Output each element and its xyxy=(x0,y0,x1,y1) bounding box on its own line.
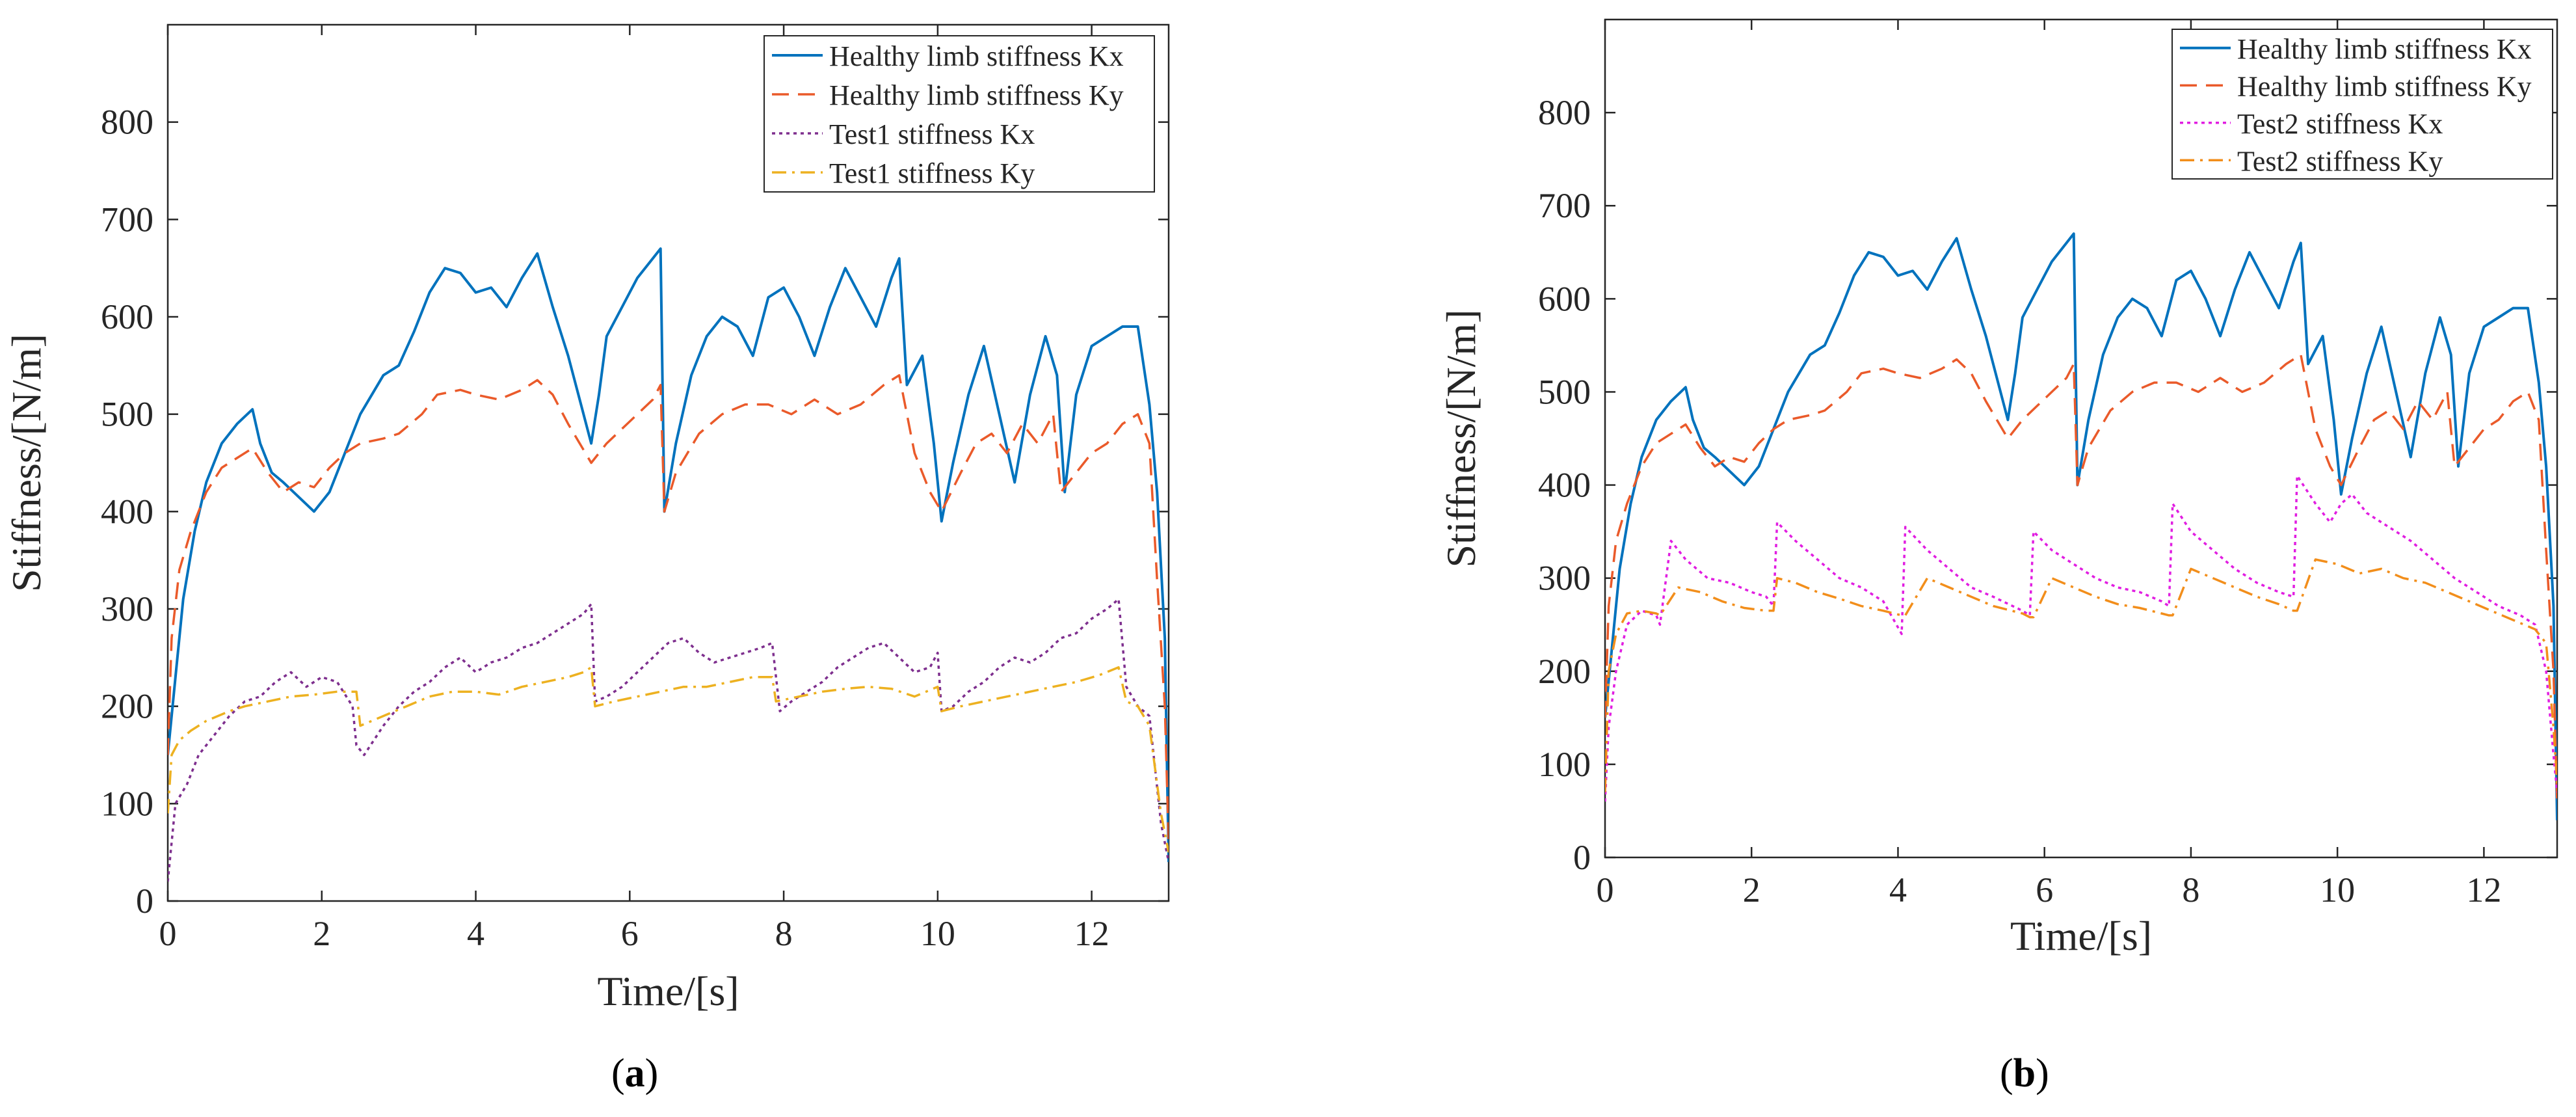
y-tick-label: 300 xyxy=(101,589,153,628)
series-line-1 xyxy=(1605,232,2557,820)
x-tick-label: 6 xyxy=(2036,870,2053,909)
y-tick-label: 700 xyxy=(101,200,153,239)
legend-label: Test2 stiffness Kx xyxy=(2237,108,2443,140)
y-axis-label: Stiffness/[N/m] xyxy=(3,334,49,592)
x-axis-label: Time/[s] xyxy=(597,968,739,1014)
legend-box xyxy=(764,35,1155,193)
caption-a: (a) xyxy=(611,1051,659,1096)
x-tick-label: 10 xyxy=(920,914,955,953)
legend-label: Test2 stiffness Ky xyxy=(2237,145,2443,177)
y-tick-label: 200 xyxy=(1538,652,1591,691)
legend-label: Healthy limb stiffness Kx xyxy=(2237,33,2532,65)
legend-label: Healthy limb stiffness Kx xyxy=(829,40,1124,72)
y-tick-label: 100 xyxy=(101,784,153,823)
y-axis-label: Stiffness/[N/m] xyxy=(1438,309,1484,567)
y-tick-label: 700 xyxy=(1538,186,1591,225)
x-tick-label: 6 xyxy=(621,914,639,953)
caption-b: (b) xyxy=(2000,1051,2049,1096)
series-line-3 xyxy=(1605,474,2557,802)
y-tick-label: 500 xyxy=(1538,372,1591,411)
y-tick-label: 800 xyxy=(1538,93,1591,132)
caption-a-letter: a xyxy=(624,1051,645,1096)
x-tick-label: 0 xyxy=(159,914,177,953)
y-tick-label: 600 xyxy=(1538,279,1591,318)
x-tick-label: 8 xyxy=(2182,870,2199,909)
series-line-4 xyxy=(168,666,1169,853)
y-tick-label: 200 xyxy=(101,687,153,726)
x-tick-label: 10 xyxy=(2320,870,2355,909)
y-tick-label: 600 xyxy=(101,297,153,336)
caption-b-letter: b xyxy=(2013,1051,2036,1096)
legend-box xyxy=(2171,29,2553,180)
x-axis-label: Time/[s] xyxy=(2010,913,2152,959)
chart-panel-b: 0 2 4 6 8 10 12 0 100 200 300 400 500 600 700 800 Time/[… xyxy=(1438,18,2558,959)
x-tick-label: 4 xyxy=(467,914,485,953)
y-tick-label: 0 xyxy=(1573,838,1591,877)
legend-label: Healthy limb stiffness Ky xyxy=(829,79,1124,111)
series-line-3 xyxy=(168,598,1169,882)
series-line-2 xyxy=(168,374,1169,843)
x-tick-label: 2 xyxy=(313,914,330,953)
x-tick-label: 4 xyxy=(1889,870,1907,909)
legend-label: Test1 stiffness Kx xyxy=(829,118,1035,150)
legend-label: Test1 stiffness Ky xyxy=(829,157,1035,189)
x-tick-label: 0 xyxy=(1597,870,1614,909)
x-tick-label: 2 xyxy=(1743,870,1760,909)
legend-label: Healthy limb stiffness Ky xyxy=(2237,70,2532,102)
y-tick-label: 400 xyxy=(101,492,153,531)
y-tick-label: 500 xyxy=(101,395,153,434)
series-line-4 xyxy=(1605,558,2557,792)
x-tick-label: 8 xyxy=(775,914,793,953)
y-tick-label: 0 xyxy=(136,881,153,921)
x-tick-label: 12 xyxy=(1074,914,1109,953)
chart-panel-a: 0 2 4 6 8 10 12 0 100 200 300 400 500 600 700 800 Time/[… xyxy=(3,23,1170,1014)
series-line-2 xyxy=(1605,353,2557,802)
series-line-1 xyxy=(168,247,1169,863)
y-tick-label: 100 xyxy=(1538,745,1591,784)
y-tick-label: 300 xyxy=(1538,559,1591,598)
y-tick-label: 400 xyxy=(1538,466,1591,505)
x-tick-label: 12 xyxy=(2466,870,2501,909)
y-tick-label: 800 xyxy=(101,103,153,142)
